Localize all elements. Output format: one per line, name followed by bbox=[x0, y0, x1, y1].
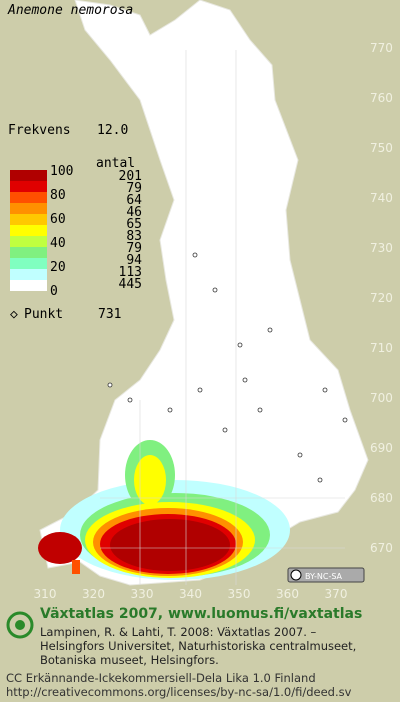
color-swatch bbox=[10, 247, 47, 258]
northing-label: 720 bbox=[370, 291, 393, 305]
scale-label: 0 bbox=[50, 284, 58, 299]
color-swatch bbox=[10, 258, 47, 269]
citation-line: Lampinen, R. & Lahti, T. 2008: Växtatlas… bbox=[40, 625, 317, 639]
northing-label: 690 bbox=[370, 441, 393, 455]
color-swatch bbox=[10, 170, 47, 181]
map bbox=[38, 0, 369, 586]
license-badge: BY-NC-SA bbox=[287, 567, 365, 583]
scale-label: 60 bbox=[50, 212, 66, 227]
color-swatch bbox=[10, 203, 47, 214]
footer: Växtatlas 2007, www.luomus.fi/vaxtatlas … bbox=[6, 606, 362, 699]
count-value: 445 bbox=[119, 277, 142, 292]
citation-line: Botaniska museet, Helsingfors. bbox=[40, 653, 219, 667]
easting-label: 310 bbox=[34, 587, 57, 601]
point-markers bbox=[107, 252, 348, 483]
species-title: Anemone nemorosa bbox=[7, 3, 133, 18]
color-swatch bbox=[10, 214, 47, 225]
count-value: 113 bbox=[119, 265, 142, 280]
count-value: 83 bbox=[126, 229, 142, 244]
distribution bbox=[38, 440, 290, 580]
license-line: http://creativecommons.org/licenses/by-n… bbox=[6, 685, 352, 699]
logo-core bbox=[15, 620, 25, 630]
color-swatch bbox=[10, 280, 47, 291]
badge-text: BY-NC-SA bbox=[305, 572, 343, 581]
color-swatch bbox=[10, 181, 47, 192]
legend: antal ◇ Punkt 731 1008060402002017964466… bbox=[10, 156, 142, 322]
grid-lines bbox=[100, 50, 345, 585]
northing-label: 710 bbox=[370, 341, 393, 355]
easting-label: 330 bbox=[131, 587, 154, 601]
scale-label: 40 bbox=[50, 236, 66, 251]
northing-label: 760 bbox=[370, 91, 393, 105]
color-swatch bbox=[10, 225, 47, 236]
citation-line: Helsingfors Universitet, Naturhistoriska… bbox=[40, 639, 356, 653]
count-value: 201 bbox=[119, 169, 142, 184]
frequency-value: 12.0 bbox=[97, 123, 128, 138]
northing-label: 700 bbox=[370, 391, 393, 405]
northing-label: 730 bbox=[370, 241, 393, 255]
northing-label: 770 bbox=[370, 41, 393, 55]
count-value: 65 bbox=[126, 217, 142, 232]
easting-label: 350 bbox=[228, 587, 251, 601]
northing-label: 740 bbox=[370, 191, 393, 205]
easting-label: 340 bbox=[179, 587, 202, 601]
scale-label: 20 bbox=[50, 260, 66, 275]
point-label: Punkt bbox=[24, 307, 63, 322]
northing-label: 680 bbox=[370, 491, 393, 505]
footer-heading: Växtatlas 2007, www.luomus.fi/vaxtatlas bbox=[40, 606, 362, 622]
count-value: 46 bbox=[126, 205, 142, 220]
count-value: 64 bbox=[126, 193, 142, 208]
count-value: 79 bbox=[126, 181, 142, 196]
color-swatch bbox=[10, 236, 47, 247]
frequency-label: Frekvens bbox=[8, 123, 71, 138]
count-value: 79 bbox=[126, 241, 142, 256]
logo bbox=[6, 611, 34, 639]
point-symbol: ◇ bbox=[10, 307, 18, 322]
easting-label: 360 bbox=[276, 587, 299, 601]
northing-label: 750 bbox=[370, 141, 393, 155]
easting-label: 370 bbox=[325, 587, 348, 601]
northing-label: 670 bbox=[370, 541, 393, 555]
scale-label: 80 bbox=[50, 188, 66, 203]
license-line: CC Erkännande-Ickekommersiell-Dela Lika … bbox=[6, 671, 316, 685]
count-header: antal bbox=[96, 156, 135, 171]
point-count: 731 bbox=[98, 307, 121, 322]
scale-label: 100 bbox=[50, 164, 73, 179]
easting-label: 320 bbox=[82, 587, 105, 601]
color-swatch bbox=[10, 192, 47, 203]
count-value: 94 bbox=[126, 253, 142, 268]
color-swatch bbox=[10, 269, 47, 280]
